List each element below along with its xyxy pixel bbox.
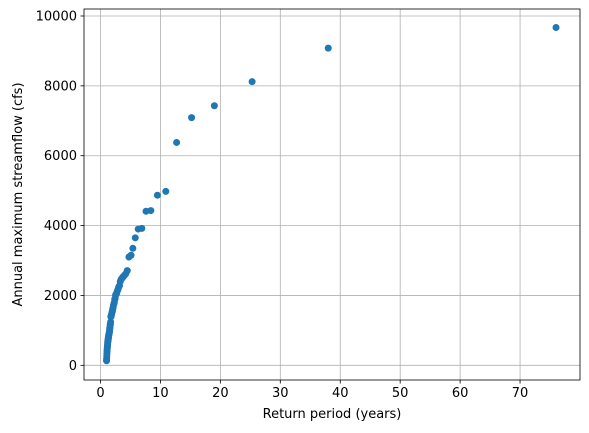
x-tick-label: 20 bbox=[212, 386, 229, 401]
x-tick-label: 70 bbox=[512, 386, 529, 401]
data-point bbox=[324, 44, 332, 52]
plot-area-frame bbox=[83, 8, 581, 381]
data-point bbox=[210, 102, 218, 110]
y-tick-label: 2000 bbox=[44, 289, 77, 304]
x-tick-label: 50 bbox=[392, 386, 409, 401]
y-tick-label: 4000 bbox=[44, 219, 77, 234]
data-point bbox=[153, 191, 161, 199]
x-tick-label: 30 bbox=[272, 386, 289, 401]
data-point bbox=[129, 244, 137, 252]
grid bbox=[84, 9, 580, 380]
data-point bbox=[107, 313, 115, 321]
data-point bbox=[125, 253, 133, 261]
data-point bbox=[162, 187, 170, 195]
data-points bbox=[103, 24, 560, 365]
y-tick-label: 10000 bbox=[36, 9, 77, 24]
data-point bbox=[131, 234, 139, 242]
axis-ticks: 0 10 20 30 40 50 60 70 0 2000 4000 6000 8000 10000 bbox=[36, 9, 529, 401]
x-axis-label: Return period (years) bbox=[263, 407, 402, 422]
x-tick-label: 40 bbox=[332, 386, 349, 401]
data-point bbox=[103, 357, 111, 365]
data-point bbox=[552, 24, 560, 32]
data-point bbox=[173, 138, 181, 146]
y-tick-label: 8000 bbox=[44, 79, 77, 94]
x-tick-label: 10 bbox=[152, 386, 169, 401]
y-tick-label: 6000 bbox=[44, 149, 77, 164]
x-tick-label: 60 bbox=[452, 386, 469, 401]
data-point bbox=[142, 207, 150, 215]
y-axis-label: Annual maximum streamflow (cfs) bbox=[11, 82, 26, 306]
y-tick-label: 0 bbox=[69, 359, 77, 374]
data-point bbox=[188, 114, 196, 122]
data-point bbox=[134, 225, 142, 233]
data-point bbox=[248, 78, 256, 86]
x-tick-label: 0 bbox=[96, 386, 104, 401]
